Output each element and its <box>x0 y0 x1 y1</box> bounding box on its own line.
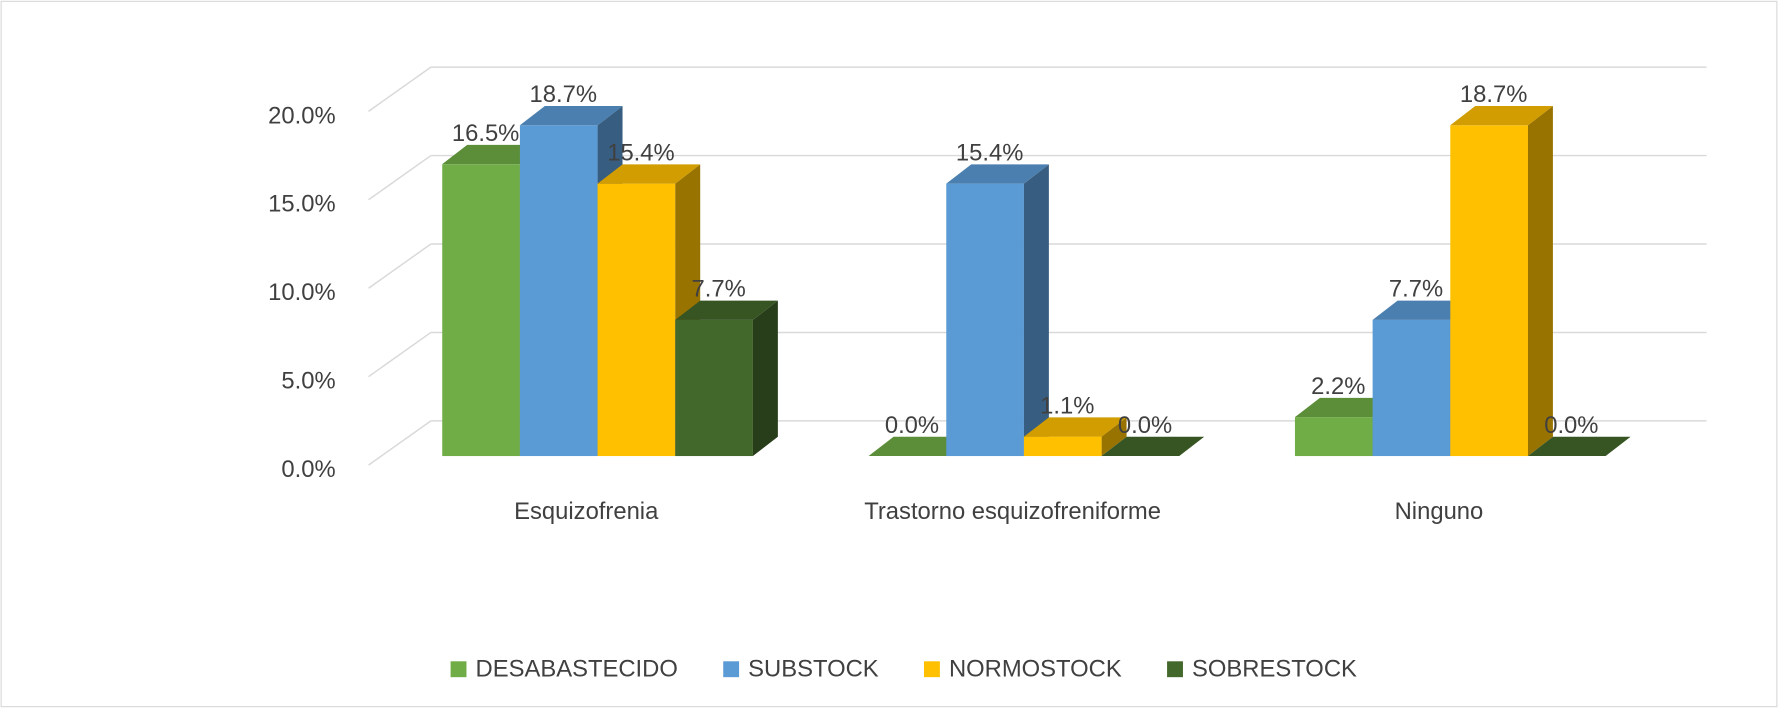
legend-label: SOBRESTOCK <box>1192 656 1357 683</box>
y-tick-label: 10.0% <box>268 279 335 306</box>
bar-top <box>1294 397 1398 418</box>
bar <box>1023 417 1127 457</box>
grid-line-side <box>368 331 432 378</box>
bar-side <box>1101 417 1127 457</box>
legend-swatch <box>723 661 740 678</box>
legend-label: NORMOSTOCK <box>949 656 1122 683</box>
bar-front <box>442 164 520 457</box>
legend-swatch <box>1167 661 1183 678</box>
legend-swatch <box>450 661 467 678</box>
data-label: 16.5% <box>452 120 519 147</box>
bar-top <box>442 144 545 165</box>
bar-front <box>519 125 598 457</box>
bar-top <box>519 105 623 126</box>
x-tick-label: Ninguno <box>1395 498 1484 525</box>
x-tick-label: Trastorno esquizofreniforme <box>864 498 1161 525</box>
data-label: 18.7% <box>530 81 597 108</box>
bar-front <box>1294 417 1373 457</box>
bar-front <box>1023 436 1102 457</box>
bar-top <box>1450 105 1553 126</box>
grid-line-side <box>368 243 432 289</box>
bar <box>1101 436 1205 457</box>
bar-top <box>1527 436 1631 457</box>
bar-side <box>1023 164 1049 457</box>
legend-swatch <box>924 661 940 678</box>
data-label: 15.4% <box>607 139 674 166</box>
bar <box>946 164 1049 457</box>
bar-top <box>597 164 701 184</box>
grid-line-side <box>368 420 432 466</box>
data-label: 7.7% <box>692 276 746 303</box>
bar-front <box>1450 125 1528 457</box>
y-tick-label: 15.0% <box>268 191 335 218</box>
y-tick-label: 0.0% <box>281 456 335 483</box>
bar <box>1450 105 1553 457</box>
bar-front <box>946 183 1024 457</box>
grid-line-side <box>368 66 432 112</box>
y-tick-label: 5.0% <box>281 368 335 395</box>
data-label: 0.0% <box>885 412 939 439</box>
data-label: 0.0% <box>1118 412 1172 439</box>
legend-label: DESABASTECIDO <box>476 656 678 683</box>
bar-front <box>1372 319 1451 457</box>
bar-top <box>1023 417 1127 437</box>
grid-line-side <box>368 154 432 201</box>
bar-top <box>946 164 1049 184</box>
bar <box>868 436 972 457</box>
bar-top <box>868 436 972 457</box>
bar-side <box>1527 105 1553 457</box>
bar-front <box>597 183 676 457</box>
y-tick-label: 20.0% <box>268 102 335 129</box>
bar <box>1527 436 1631 457</box>
x-tick-label: Esquizofrenia <box>514 498 659 525</box>
bar-top <box>675 300 778 320</box>
bar-top <box>1101 436 1205 457</box>
bar-side <box>752 300 778 457</box>
bar-front <box>675 319 753 457</box>
data-label: 0.0% <box>1544 412 1598 439</box>
data-label: 7.7% <box>1389 276 1443 303</box>
bar <box>675 300 778 457</box>
data-label: 18.7% <box>1460 81 1527 108</box>
data-label: 2.2% <box>1311 373 1365 400</box>
bar-top <box>1372 300 1476 320</box>
data-label: 1.1% <box>1040 392 1094 419</box>
legend-label: SUBSTOCK <box>748 656 879 683</box>
data-label: 15.4% <box>956 139 1023 166</box>
